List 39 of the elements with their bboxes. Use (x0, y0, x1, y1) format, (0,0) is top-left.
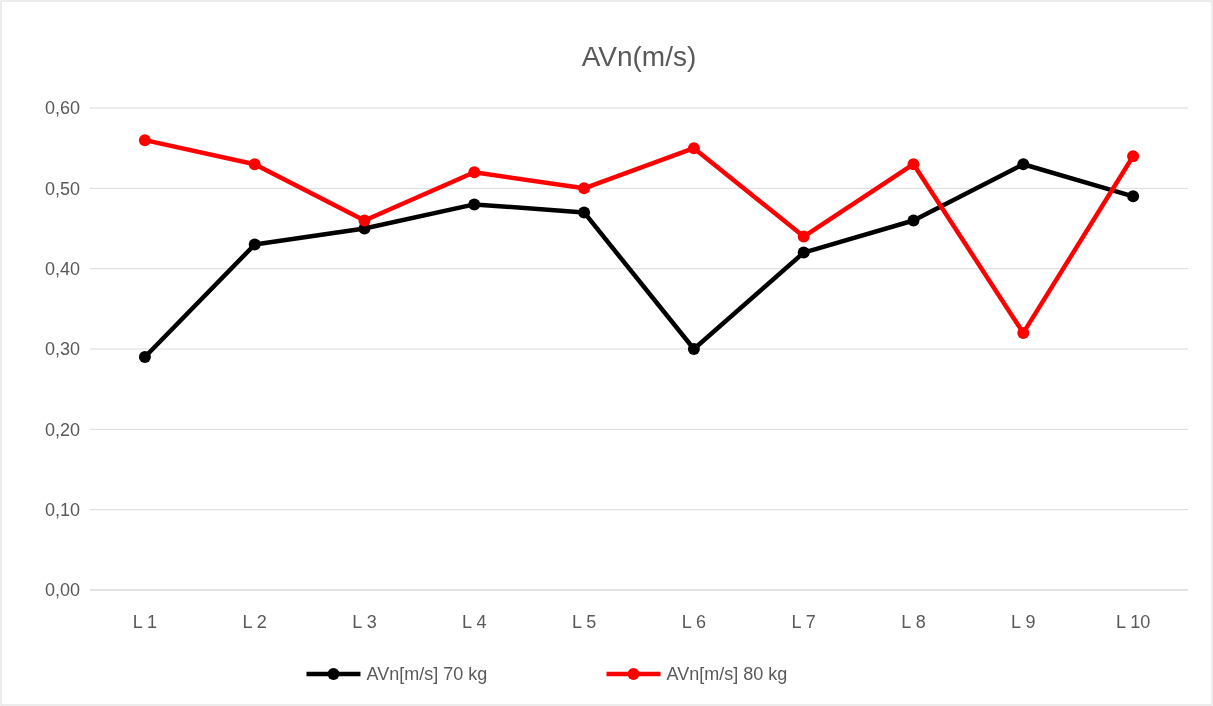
point (797, 230, 810, 243)
legend-label: AVn[m/s] 80 kg (666, 664, 788, 685)
point (468, 166, 481, 179)
point (578, 206, 591, 219)
x-tick-label: L 8 (901, 612, 926, 632)
x-tick-label: L 2 (242, 612, 267, 632)
x-tick-label: L 1 (132, 612, 158, 632)
point (907, 158, 920, 171)
x-tick-label: L 5 (571, 612, 597, 632)
point (578, 182, 591, 195)
point (248, 238, 261, 251)
x-tick-label: L 9 (1011, 612, 1036, 632)
legend-label: AVn[m/s] 70 kg (366, 664, 488, 685)
point (687, 142, 700, 155)
point (687, 343, 700, 355)
point (248, 158, 261, 171)
y-tick-label: 0,20 (44, 419, 80, 440)
x-tick-label: L 3 (352, 612, 377, 632)
x-tick-label: L 6 (681, 612, 707, 632)
point (907, 214, 920, 227)
x-tick-label: L 10 (1115, 612, 1151, 632)
point (468, 198, 481, 211)
point (358, 214, 371, 227)
x-tick-label: L 4 (462, 612, 487, 632)
point (1017, 158, 1030, 171)
y-tick-label: 0,50 (44, 178, 80, 199)
point (1127, 150, 1140, 163)
chart-title: AVn(m/s) (581, 41, 697, 72)
y-tick-label: 0,60 (44, 98, 80, 119)
point (797, 246, 810, 259)
y-tick-label: 0,40 (44, 258, 80, 279)
y-tick-label: 0,00 (44, 580, 80, 601)
point (1127, 190, 1140, 203)
y-tick-label: 0,30 (44, 339, 80, 360)
point (138, 351, 151, 364)
point (1017, 326, 1030, 339)
y-tick-label: 0,10 (44, 499, 80, 520)
x-tick-label: L 7 (791, 612, 816, 632)
point (138, 134, 151, 147)
